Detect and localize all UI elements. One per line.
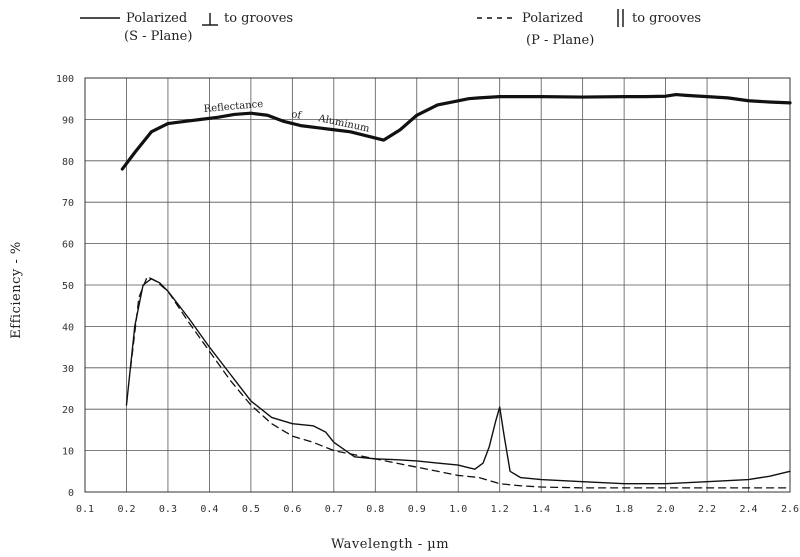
series-s_plane-line (125, 278, 791, 485)
legend-s-plane: Polarized to grooves (S - Plane) (80, 11, 293, 44)
x-tick-label: 1.2 (491, 504, 509, 515)
x-tick-label: 0.4 (200, 504, 218, 515)
grid (84, 77, 791, 493)
x-tick-label: 1.6 (574, 504, 592, 515)
x-tick-label: 0.2 (117, 504, 135, 515)
parallel-symbol-icon (617, 9, 624, 27)
x-tick-label: 1.8 (615, 504, 633, 515)
y-tick-label: 50 (62, 281, 74, 292)
x-tick-label: 0.1 (76, 504, 94, 515)
y-tick-label: 10 (62, 447, 74, 458)
x-tick-label: 0.9 (408, 504, 426, 515)
y-axis-title: Efficiency - % (9, 241, 24, 338)
plot-frame (84, 77, 791, 493)
x-tick-label: 2.4 (739, 504, 757, 515)
y-tick-label: 30 (62, 364, 74, 375)
x-tick-label: 2.0 (657, 504, 675, 515)
legend-p-plane-label-b: to grooves (632, 11, 701, 26)
x-tick-label: 0.5 (242, 504, 260, 515)
tick-labels: 0.1 0.2 0.3 0.4 0.5 0.6 0.7 0.8 0.9 1.0 1.2 1.4 1.6 1… (56, 74, 799, 515)
y-tick-label: 100 (56, 74, 74, 85)
series-lines (120, 92, 792, 489)
x-tick-label: 0.8 (366, 504, 384, 515)
legend-s-plane-label-a: Polarized (126, 11, 187, 26)
y-tick-label: 40 (62, 322, 74, 333)
axes (84, 77, 791, 493)
legend-s-plane-plane: (S - Plane) (124, 29, 192, 44)
y-tick-label: 80 (62, 157, 74, 168)
x-tick-label: 0.3 (159, 504, 177, 515)
x-tick-label: 0.7 (325, 504, 343, 515)
annotation-word-1: Reflectance (203, 99, 263, 115)
y-tick-label: 20 (62, 405, 74, 416)
series-p_plane-line (129, 276, 791, 489)
y-tick-label: 60 (62, 240, 74, 251)
y-tick-label: 0 (68, 488, 74, 499)
perpendicular-symbol-icon (202, 13, 218, 26)
y-tick-label: 70 (62, 198, 74, 209)
x-tick-label: 1.4 (532, 504, 550, 515)
x-axis-title: Wavelength - µm (331, 537, 449, 552)
x-tick-label: 0.6 (283, 504, 301, 515)
legend-p-plane-label-a: Polarized (522, 11, 583, 26)
series-reflectance-line (120, 92, 792, 171)
legend-p-plane-plane: (P - Plane) (526, 33, 594, 48)
legend-s-plane-label-b: to grooves (224, 11, 293, 26)
annotation-word-2: of (290, 109, 303, 122)
x-tick-label: 2.2 (698, 504, 716, 515)
legend-p-plane: Polarized to grooves (P - Plane) (477, 9, 701, 48)
x-tick-label: 1.0 (449, 504, 467, 515)
y-tick-label: 90 (62, 115, 74, 126)
x-tick-label: 2.6 (781, 504, 799, 515)
legend: Polarized to grooves (S - Plane) Polariz… (80, 9, 701, 48)
